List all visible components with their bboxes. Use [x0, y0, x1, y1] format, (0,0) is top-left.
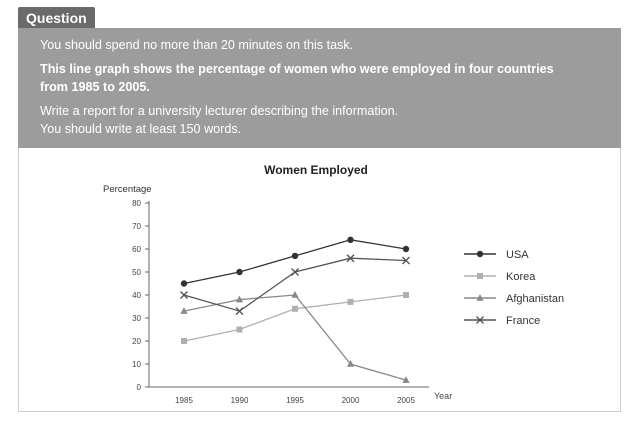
data-point-afghanistan: [346, 360, 355, 367]
x-tick-label: 2005: [397, 396, 415, 405]
data-point-korea: [181, 338, 187, 344]
prompt-line-1: This line graph shows the percentage of …: [40, 62, 554, 76]
data-point-france: [180, 291, 188, 299]
series-line-france: [183, 257, 407, 312]
series-line-usa: [183, 239, 407, 285]
y-tick-label: 0: [137, 383, 142, 392]
y-tick-label: 30: [132, 314, 141, 323]
series-line-korea: [183, 294, 407, 342]
legend-marker-afghanistan: [476, 294, 484, 301]
chart-panel: Women Employed Percentage 0 10 20 30 40 50 60 70 8…: [18, 148, 621, 412]
data-point-korea: [236, 326, 243, 333]
line-chart: Women Employed Percentage 0 10 20 30 40 50 60 70 8…: [103, 163, 564, 405]
y-tick-label: 80: [132, 199, 141, 208]
data-point-afghanistan: [291, 291, 299, 298]
y-tick-label: 50: [132, 268, 141, 277]
data-point-usa: [180, 280, 188, 287]
legend-label-korea: Korea: [506, 271, 536, 283]
legend-marker-france: [476, 316, 484, 324]
question-box: You should spend no more than 20 minutes…: [18, 28, 621, 148]
legend-label-france: France: [506, 315, 540, 327]
x-axis-label: Year: [434, 391, 452, 401]
x-tick-label: 2000: [342, 396, 360, 405]
data-point-usa: [347, 236, 354, 243]
data-point-france: [235, 307, 244, 316]
data-point-afghanistan: [180, 307, 188, 314]
y-tick-label: 70: [132, 222, 141, 231]
y-tick-label: 10: [132, 360, 141, 369]
legend-label-usa: USA: [506, 249, 529, 261]
y-tick-label: 60: [132, 245, 141, 254]
x-tick-label: 1985: [175, 396, 193, 405]
prompt-line-2: from 1985 to 2005.: [40, 80, 150, 94]
data-point-usa: [236, 268, 243, 276]
chart-title: Women Employed: [264, 163, 368, 177]
legend-label-afghanistan: Afghanistan: [506, 293, 564, 305]
data-point-france: [402, 256, 410, 265]
y-axis-label: Percentage: [103, 184, 152, 195]
legend-marker-korea: [477, 273, 483, 279]
legend-marker-usa: [476, 250, 484, 258]
data-point-france: [346, 254, 355, 263]
data-point-afghanistan: [235, 295, 244, 303]
instruction-time: You should spend no more than 20 minutes…: [40, 38, 354, 52]
data-point-usa: [291, 252, 299, 260]
data-point-korea: [347, 298, 354, 305]
data-point-korea: [292, 305, 298, 312]
question-tab: Question: [18, 7, 95, 29]
y-tick-label: 20: [132, 337, 141, 346]
data-point-france: [291, 268, 299, 276]
y-tick-label: 40: [132, 291, 141, 300]
data-point-usa: [402, 245, 410, 253]
x-tick-label: 1995: [286, 396, 304, 405]
task-line-2: You should write at least 150 words.: [40, 122, 242, 136]
data-point-afghanistan: [402, 376, 410, 383]
task-line-1: Write a report for a university lecturer…: [40, 104, 399, 118]
data-point-korea: [403, 292, 409, 298]
x-tick-label: 1990: [231, 396, 249, 405]
